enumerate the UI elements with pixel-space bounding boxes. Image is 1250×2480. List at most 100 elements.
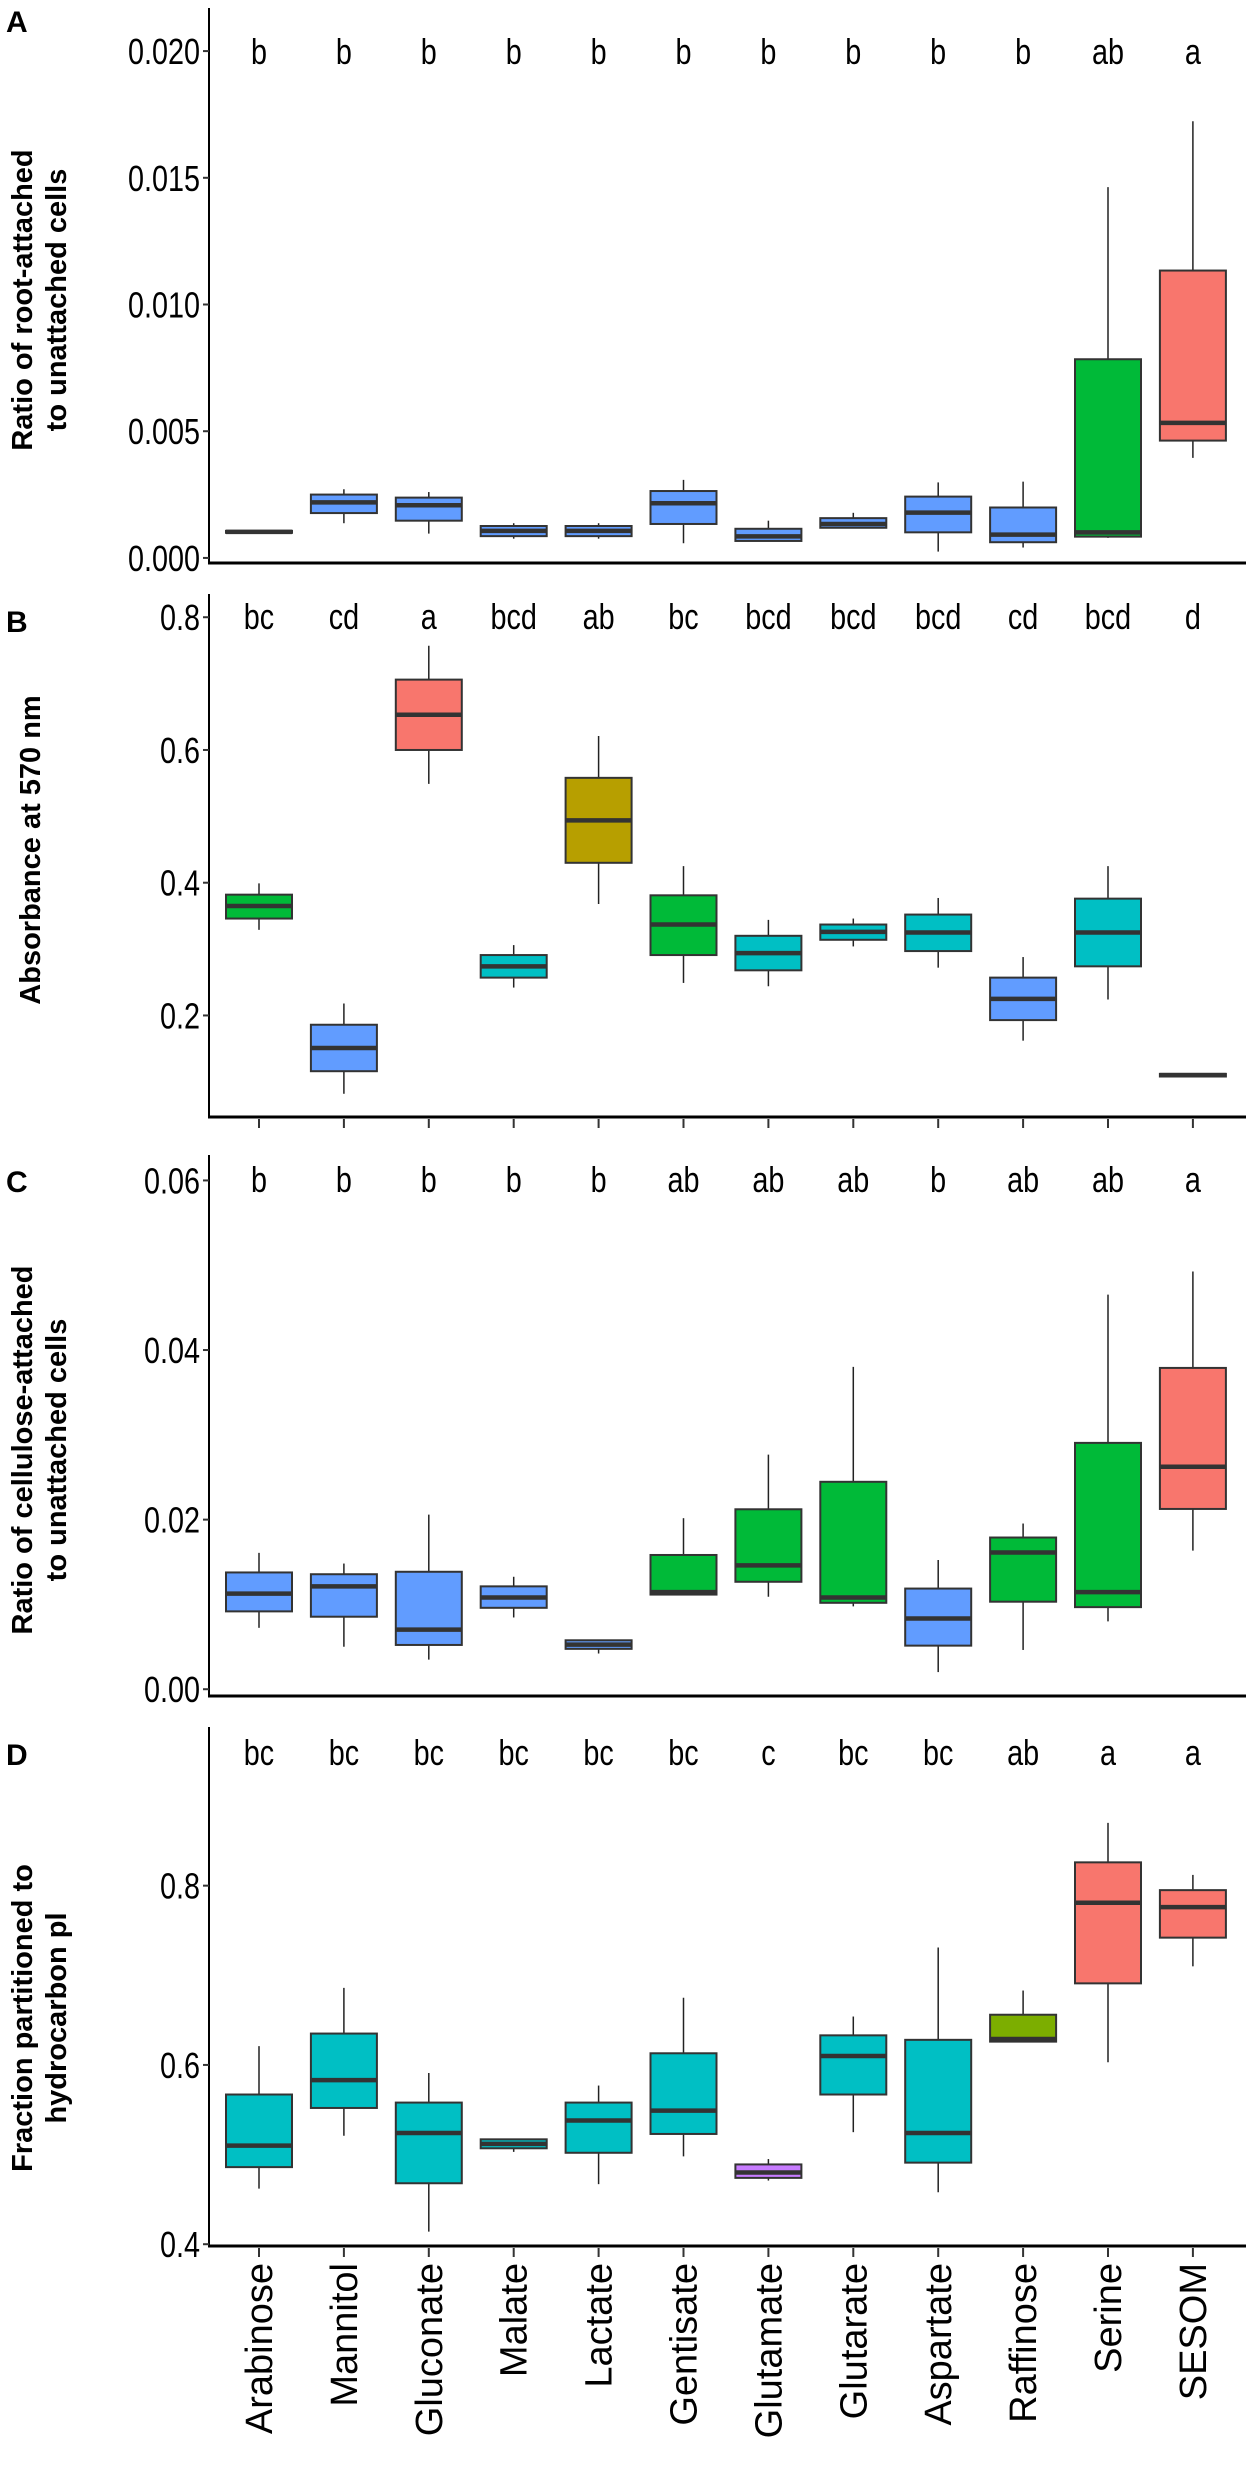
significance-letter: a [1100,1732,1117,1773]
significance-letter: b [336,31,352,72]
significance-letter: b [506,31,522,72]
significance-letter: b [251,1159,267,1200]
box-sesom [1158,1271,1227,1551]
y-tick-label: 0.4 [160,2224,200,2265]
significance-letter: ab [1007,1159,1039,1200]
y-axis-title: Ratio of cellulose-attached to unattached… [7,1265,73,1634]
y-axis-title-line: Ratio of cellulose-attached [7,1265,39,1634]
x-axis-label: SESOM [1173,2263,1215,2400]
box [904,2038,973,2164]
box-arabinose [225,883,293,930]
box-aspartate [904,1947,973,2193]
x-axis-label: Malate [494,2263,536,2377]
box-glutamate [734,1454,803,1597]
box [989,506,1058,544]
y-axis-title-line: to unattached cells [41,1319,73,1582]
box-serine [1074,187,1142,538]
significance-letter: bcd [915,596,961,637]
box-glutarate [819,1366,888,1607]
y-tick-label: 0.020 [128,31,200,72]
box-mannitol [309,1563,378,1647]
panel-d: D Fraction partitioned to hydrocarbon pl 0.… [6,1727,1246,2265]
x-axis-label: Serine [1088,2263,1130,2373]
significance-letter: b [930,1159,946,1200]
y-axis-title-line: hydrocarbon pl [41,1912,73,2123]
x-axis-label: Arabinose [239,2263,281,2434]
box [649,2052,718,2135]
significance-letter: ab [1092,31,1124,72]
significance-letter: bcd [490,596,536,637]
box-lactate [564,2085,633,2185]
y-tick-label: 0.015 [128,158,200,199]
significance-letter: bcd [745,596,791,637]
box-raffinose [989,957,1058,1041]
significance-letter: b [591,1159,607,1200]
y-tick-label: 0.06 [144,1160,200,1201]
significance-letter: b [421,31,437,72]
y-axis-title: Fraction partitioned to hydrocarbon pl [7,1864,73,2172]
box-malate [479,945,548,988]
significance-letter: c [761,1732,775,1773]
significance-letter: bcd [830,596,876,637]
significance-letter: bc [668,1732,698,1773]
significance-letter: a [1185,1732,1202,1773]
y-tick-label: 0.4 [160,863,200,904]
significance-letter: bcd [1085,596,1131,637]
box [1158,269,1227,442]
box-mannitol [309,489,378,524]
panel-label: A [6,6,28,39]
significance-letter: cd [329,596,359,637]
y-tick-label: 0.000 [128,538,200,579]
significance-letter: a [421,596,438,637]
y-tick-label: 0.6 [160,730,200,771]
box [1074,358,1142,538]
y-axis-title-line: Fraction partitioned to [7,1864,39,2172]
box-glutarate [819,2016,888,2133]
box-malate [479,523,548,539]
significance-letter: bc [498,1732,528,1773]
significance-letter: bc [838,1732,868,1773]
significance-letter: ab [1092,1159,1124,1200]
box-malate [479,1576,548,1618]
box-serine [1074,866,1142,1000]
box [1074,1441,1142,1609]
significance-letter: ab [1007,1732,1039,1773]
y-tick-label: 0.2 [160,995,200,1036]
panel-label: B [6,606,28,639]
significance-letter: bc [414,1732,444,1773]
significance-letter: b [930,31,946,72]
y-tick-label: 0.8 [160,1866,200,1907]
significance-letter: b [591,31,607,72]
box [564,2101,633,2154]
box [394,496,463,522]
box-serine [1074,1294,1142,1622]
y-tick-label: 0.02 [144,1499,200,1540]
significance-letter: b [336,1159,352,1200]
x-axis-label: Mannitol [324,2263,366,2407]
box [819,1480,888,1604]
box-gentisate [649,1997,718,2157]
x-axis-label: Aspartate [918,2263,960,2426]
significance-letter: bc [668,596,698,637]
significance-letter: b [421,1159,437,1200]
y-axis-title: Ratio of root-attached to unattached cell… [7,149,73,450]
panel-label: D [6,1739,28,1772]
box [1074,1861,1142,1985]
y-axis-title-line: Absorbance at 570 nm [15,695,47,1004]
box-glutarate [819,512,888,529]
box-mannitol [309,1987,378,2136]
box-sesom [1158,121,1227,458]
box-gluconate [394,1514,463,1660]
significance-letter: bc [923,1732,953,1773]
x-axis-label: Glutamate [748,2263,790,2438]
box-lactate [564,1639,633,1654]
box [989,1536,1058,1603]
box-lactate [564,523,633,539]
box-aspartate [904,897,973,968]
box [1158,1366,1227,1510]
significance-letter: b [760,31,776,72]
x-axis-label: Gluconate [409,2263,451,2436]
box-raffinose [989,481,1058,548]
